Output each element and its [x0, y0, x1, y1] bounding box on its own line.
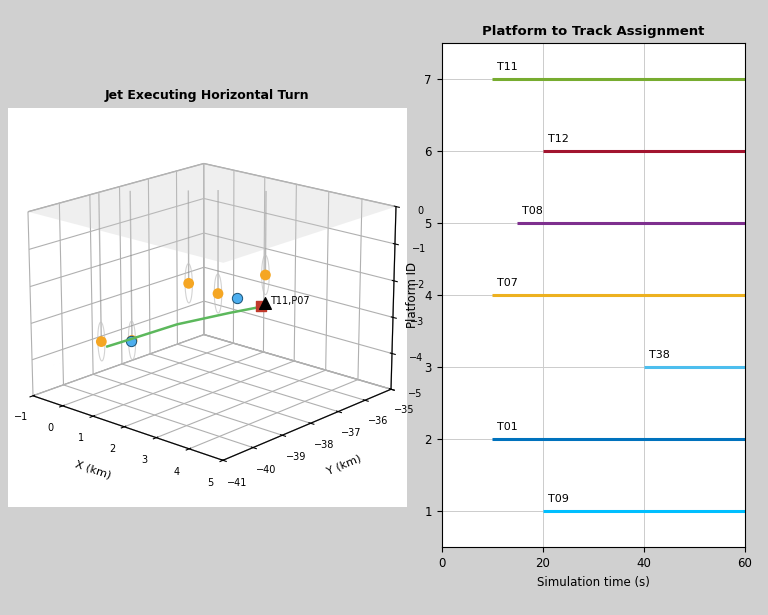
Text: T08: T08	[522, 206, 544, 216]
Y-axis label: Y (km): Y (km)	[326, 453, 363, 477]
Title: Platform to Track Assignment: Platform to Track Assignment	[482, 25, 704, 38]
Text: T07: T07	[497, 278, 518, 288]
Text: T12: T12	[548, 134, 568, 144]
Title: Jet Executing Horizontal Turn: Jet Executing Horizontal Turn	[105, 90, 310, 103]
Y-axis label: Platform ID: Platform ID	[406, 262, 419, 328]
Text: T38: T38	[649, 350, 670, 360]
Text: T11: T11	[497, 62, 518, 72]
X-axis label: Simulation time (s): Simulation time (s)	[537, 576, 650, 589]
Text: T09: T09	[548, 494, 568, 504]
Text: T01: T01	[497, 422, 518, 432]
X-axis label: X (km): X (km)	[74, 459, 113, 481]
